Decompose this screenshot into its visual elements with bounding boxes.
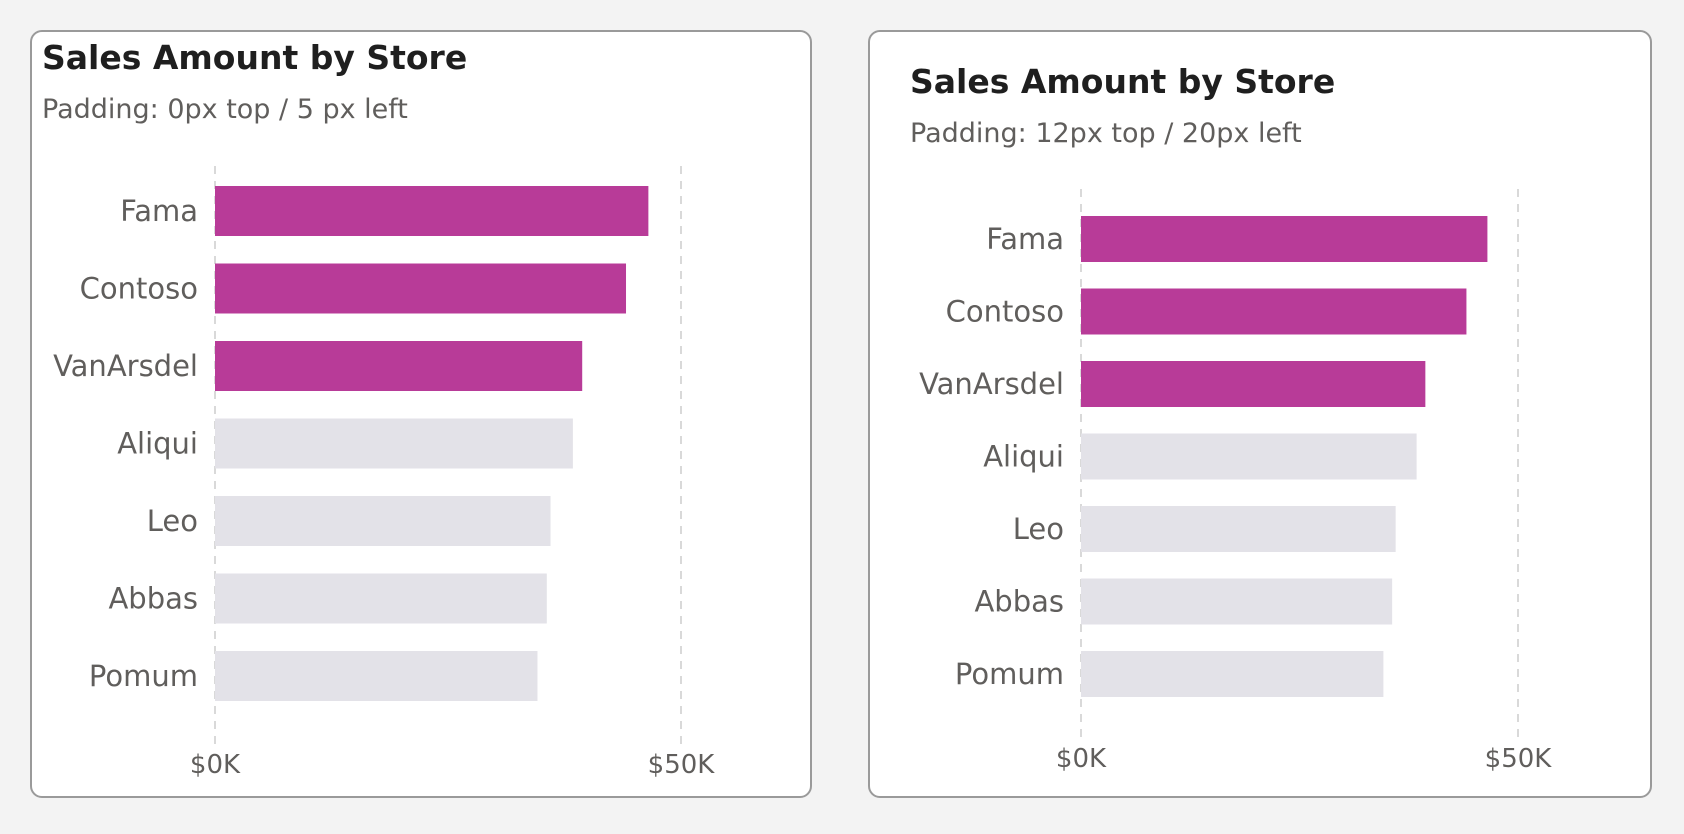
category-label: VanArsdel <box>919 367 1064 401</box>
chart-title: Sales Amount by Store <box>910 62 1336 101</box>
bar-chart: Fama Contoso VanArsdel Aliqui Leo Abbas Pomum $… <box>919 189 1553 774</box>
bar-pomum[interactable] <box>215 651 538 701</box>
category-label: Abbas <box>108 582 198 616</box>
chart-card-1[interactable]: Sales Amount by Store Padding: 0px top /… <box>30 30 812 798</box>
x-tick-label: $50K <box>648 750 716 780</box>
category-label: Fama <box>120 194 198 228</box>
bar-aliqui[interactable] <box>1081 433 1417 480</box>
category-label: Abbas <box>974 585 1064 619</box>
category-label: Contoso <box>80 272 198 306</box>
category-label: Aliqui <box>983 440 1064 474</box>
bar-leo[interactable] <box>215 496 551 546</box>
category-label: Aliqui <box>117 427 198 461</box>
category-label: Pomum <box>89 659 198 693</box>
category-label: VanArsdel <box>53 349 198 383</box>
chart-title: Sales Amount by Store <box>42 38 468 77</box>
bar-contoso[interactable] <box>215 263 627 314</box>
chart-card-2[interactable]: Sales Amount by Store Padding: 12px top … <box>868 30 1652 798</box>
bar-abbas[interactable] <box>1081 578 1393 625</box>
bar-vanarsdel[interactable] <box>215 341 583 391</box>
bar-contoso[interactable] <box>1081 288 1467 335</box>
x-tick-label: $50K <box>1485 744 1553 774</box>
chart-subtitle: Padding: 0px top / 5 px left <box>42 94 408 125</box>
category-label: Pomum <box>955 657 1064 691</box>
bar-fama[interactable] <box>1081 216 1488 262</box>
bar-chart: Fama Contoso VanArsdel Aliqui Leo Abbas Pomum $… <box>53 166 716 780</box>
bar-leo[interactable] <box>1081 506 1396 552</box>
category-label: Leo <box>1013 512 1064 546</box>
bar-vanarsdel[interactable] <box>1081 361 1426 407</box>
x-tick-label: $0K <box>190 750 241 780</box>
chart-subtitle: Padding: 12px top / 20px left <box>910 118 1302 149</box>
bar-pomum[interactable] <box>1081 651 1384 697</box>
category-label: Fama <box>986 222 1064 256</box>
bar-aliqui[interactable] <box>215 418 573 469</box>
bar-abbas[interactable] <box>215 573 547 624</box>
x-tick-label: $0K <box>1056 744 1107 774</box>
bar-fama[interactable] <box>215 186 649 236</box>
category-label: Contoso <box>946 295 1064 329</box>
category-label: Leo <box>147 504 198 538</box>
